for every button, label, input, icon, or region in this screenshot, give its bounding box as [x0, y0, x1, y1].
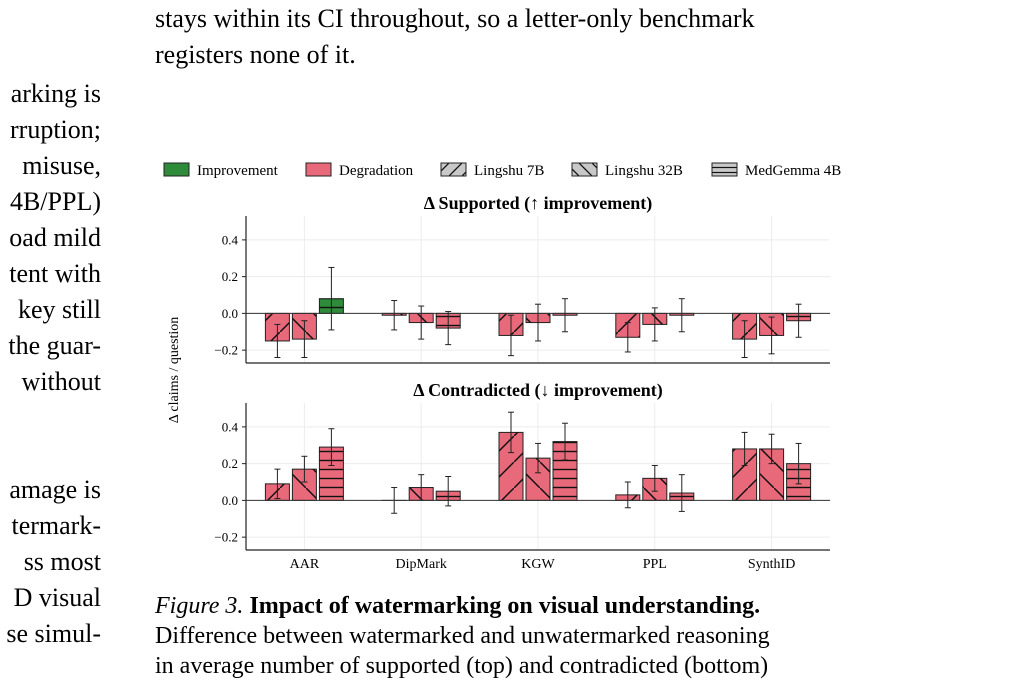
chart-panel: Δ Supported (↑ improvement) −0.2 0.0 0.2 0.4: [214, 193, 830, 363]
text-line: amage is: [6, 472, 101, 508]
y-tick-label: 0.0: [222, 306, 238, 321]
legend-label: Degradation: [339, 163, 414, 179]
text-line: se simul-: [6, 616, 101, 652]
text-line: registers none of it.: [155, 37, 755, 73]
text-line: rruption;: [6, 112, 101, 148]
legend-label: Lingshu 32B: [605, 163, 683, 179]
y-tick-label: −0.2: [214, 530, 238, 545]
text-line: D visual: [6, 580, 101, 616]
legend-hatch: [441, 163, 466, 176]
chart-legend: Improvement Degradation Lingshu 7B Lingshu …: [164, 163, 841, 179]
left-column-text: arking is rruption; misuse, 4B/PPL) oad …: [6, 76, 101, 652]
caption-line: Difference between watermarked and unwat…: [155, 621, 770, 651]
figure: Improvement Degradation Lingshu 7B Lingshu …: [150, 150, 870, 585]
chart-panels: Δ Supported (↑ improvement) −0.2 0.0 0.2 0.4…: [214, 193, 830, 572]
text-line: key still: [6, 292, 101, 328]
x-tick-label: SynthID: [748, 557, 795, 572]
text-line: stays within its CI throughout, so a let…: [155, 1, 755, 37]
text-line: termark-: [6, 508, 101, 544]
x-tick-label: DipMark: [396, 557, 447, 572]
caption-line: in average number of supported (top) and…: [155, 651, 770, 681]
legend-label: MedGemma 4B: [745, 163, 841, 179]
y-tick-label: 0.0: [222, 493, 238, 508]
text-line: the guar-: [6, 328, 101, 364]
y-tick-label: 0.4: [222, 232, 239, 247]
caption-title: Impact of watermarking on visual underst…: [249, 593, 760, 619]
bar-chart: Improvement Degradation Lingshu 7B Lingshu …: [150, 150, 870, 580]
text-line: oad mild: [6, 220, 101, 256]
caption-label: Figure 3.: [155, 593, 243, 619]
text-line: 4B/PPL): [6, 184, 101, 220]
legend-swatch: [306, 163, 331, 176]
text-line: tent with: [6, 256, 101, 292]
legend-hatch: [712, 163, 737, 176]
figure-caption: Figure 3. Impact of watermarking on visu…: [155, 591, 770, 681]
y-tick-label: −0.2: [214, 343, 238, 358]
chart-panel: Δ Contradicted (↓ improvement) −0.2 0.0 0.2…: [214, 380, 830, 572]
legend-swatch: [164, 163, 189, 176]
x-tick-label: KGW: [521, 557, 555, 572]
legend-label: Lingshu 7B: [474, 163, 544, 179]
body-text-top: stays within its CI throughout, so a let…: [155, 1, 755, 73]
text-line: without: [6, 364, 101, 400]
legend-label: Improvement: [197, 163, 279, 179]
x-tick-label: PPL: [643, 557, 667, 572]
y-axis-label: Δ claims / question: [167, 317, 182, 424]
text-line: arking is: [6, 76, 101, 112]
legend-hatch: [572, 163, 597, 176]
y-tick-label: 0.2: [222, 269, 238, 284]
text-line: ss most: [6, 544, 101, 580]
panel-title: Δ Contradicted (↓ improvement): [413, 380, 662, 401]
text-line: misuse,: [6, 148, 101, 184]
y-axis-label-group: Δ claims / question: [167, 317, 182, 424]
panel-title: Δ Supported (↑ improvement): [424, 193, 652, 214]
y-tick-label: 0.2: [222, 456, 238, 471]
x-tick-label: AAR: [290, 557, 320, 572]
y-tick-label: 0.4: [222, 419, 239, 434]
